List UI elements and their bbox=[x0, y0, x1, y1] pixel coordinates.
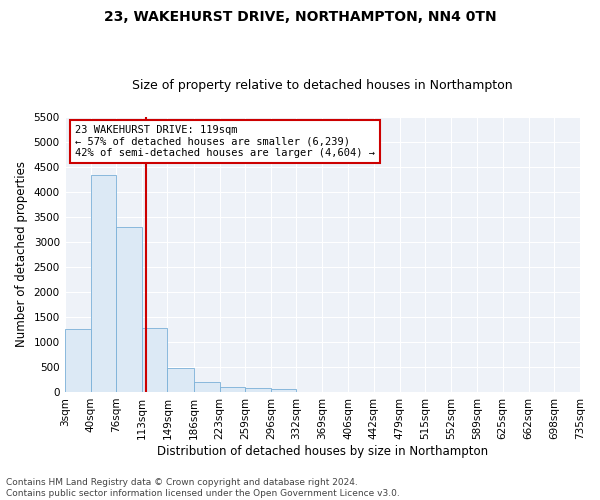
Bar bbox=[142, 328, 167, 392]
Bar bbox=[271, 390, 296, 392]
Bar bbox=[91, 176, 116, 392]
Bar bbox=[167, 368, 194, 392]
Text: Contains HM Land Registry data © Crown copyright and database right 2024.
Contai: Contains HM Land Registry data © Crown c… bbox=[6, 478, 400, 498]
Bar bbox=[116, 228, 142, 392]
Y-axis label: Number of detached properties: Number of detached properties bbox=[15, 162, 28, 348]
Text: 23 WAKEHURST DRIVE: 119sqm
← 57% of detached houses are smaller (6,239)
42% of s: 23 WAKEHURST DRIVE: 119sqm ← 57% of deta… bbox=[75, 125, 375, 158]
Bar bbox=[65, 329, 91, 392]
Bar bbox=[193, 382, 220, 392]
Bar bbox=[220, 388, 245, 392]
X-axis label: Distribution of detached houses by size in Northampton: Distribution of detached houses by size … bbox=[157, 444, 488, 458]
Bar bbox=[245, 388, 271, 392]
Title: Size of property relative to detached houses in Northampton: Size of property relative to detached ho… bbox=[132, 79, 512, 92]
Text: 23, WAKEHURST DRIVE, NORTHAMPTON, NN4 0TN: 23, WAKEHURST DRIVE, NORTHAMPTON, NN4 0T… bbox=[104, 10, 496, 24]
